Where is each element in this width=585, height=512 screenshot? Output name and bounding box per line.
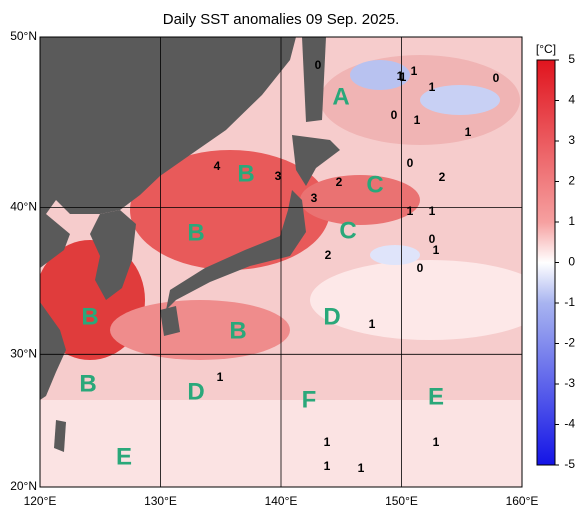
region-label: A [332, 83, 349, 110]
colorbar-tick-label: -4 [564, 417, 575, 431]
colorbar-tick-label: 4 [568, 93, 575, 107]
colorbar-tick-label: 5 [568, 52, 575, 66]
x-tick-label: 120°E [24, 494, 57, 508]
colorbar-tick-label: -2 [564, 336, 575, 350]
contour-label: 0 [429, 232, 436, 246]
contour-label: 0 [315, 58, 322, 72]
region-label: D [187, 378, 204, 405]
region-label: E [116, 443, 132, 470]
colorbar-tick-label: 1 [568, 214, 575, 228]
contour-label: 0 [417, 261, 424, 275]
x-tick-label: 150°E [385, 494, 418, 508]
x-tick-label: 160°E [506, 494, 539, 508]
y-tick-label: 50°N [10, 29, 37, 43]
contour-label: 1 [400, 70, 407, 84]
contour-label: 2 [336, 175, 343, 189]
contour-label: 3 [275, 169, 282, 183]
contour-label: 0 [391, 108, 398, 122]
region-label: B [81, 303, 98, 330]
region-label: C [366, 171, 383, 198]
region-label: F [302, 386, 317, 413]
region-label: B [229, 317, 246, 344]
y-tick-label: 40°N [10, 200, 37, 214]
colorbar-tick-label: 2 [568, 174, 575, 188]
region-label: E [428, 383, 444, 410]
region-label: C [339, 217, 356, 244]
contour-label: 1 [465, 125, 472, 139]
y-tick-label: 20°N [10, 479, 37, 493]
x-tick-label: 130°E [144, 494, 177, 508]
contour-label: 1 [411, 64, 418, 78]
region-label: B [187, 219, 204, 246]
x-tick-label: 140°E [265, 494, 298, 508]
colorbar-tick-label: -3 [564, 376, 575, 390]
contour-label: 1 [369, 317, 376, 331]
region-label: B [237, 160, 254, 187]
contour-label: 1 [429, 204, 436, 218]
contour-label: 1 [407, 204, 414, 218]
contour-label: 1 [324, 459, 331, 473]
region-label: B [79, 370, 96, 397]
colorbar-tick-label: 0 [568, 255, 575, 269]
colorbar-tick-label: 3 [568, 133, 575, 147]
colorbar-unit: [°C] [536, 42, 556, 56]
contour-label: 1 [433, 435, 440, 449]
contour-label: 3 [311, 191, 318, 205]
colorbar [536, 59, 556, 466]
contour-label: 1 [358, 461, 365, 475]
colorbar-tick-label: -1 [564, 295, 575, 309]
contour-label: 1 [397, 69, 404, 83]
region-label: B [79, 370, 96, 397]
contour-label: 2 [325, 248, 332, 262]
contour-label: 0 [407, 156, 414, 170]
contour-label: 1 [414, 113, 421, 127]
contour-label: 1 [429, 80, 436, 94]
contour-label: 1 [433, 243, 440, 257]
y-tick-label: 30°N [10, 346, 37, 360]
contour-label: 0 [493, 71, 500, 85]
region-label: D [323, 303, 340, 330]
contour-label: 1 [324, 435, 331, 449]
contour-label: 1 [217, 370, 224, 384]
title: Daily SST anomalies 09 Sep. 2025. [163, 11, 400, 28]
contour-label: 4 [214, 159, 221, 173]
contour-label: 2 [439, 170, 446, 184]
colorbar-tick-label: -5 [564, 457, 575, 471]
map-area [40, 37, 522, 487]
